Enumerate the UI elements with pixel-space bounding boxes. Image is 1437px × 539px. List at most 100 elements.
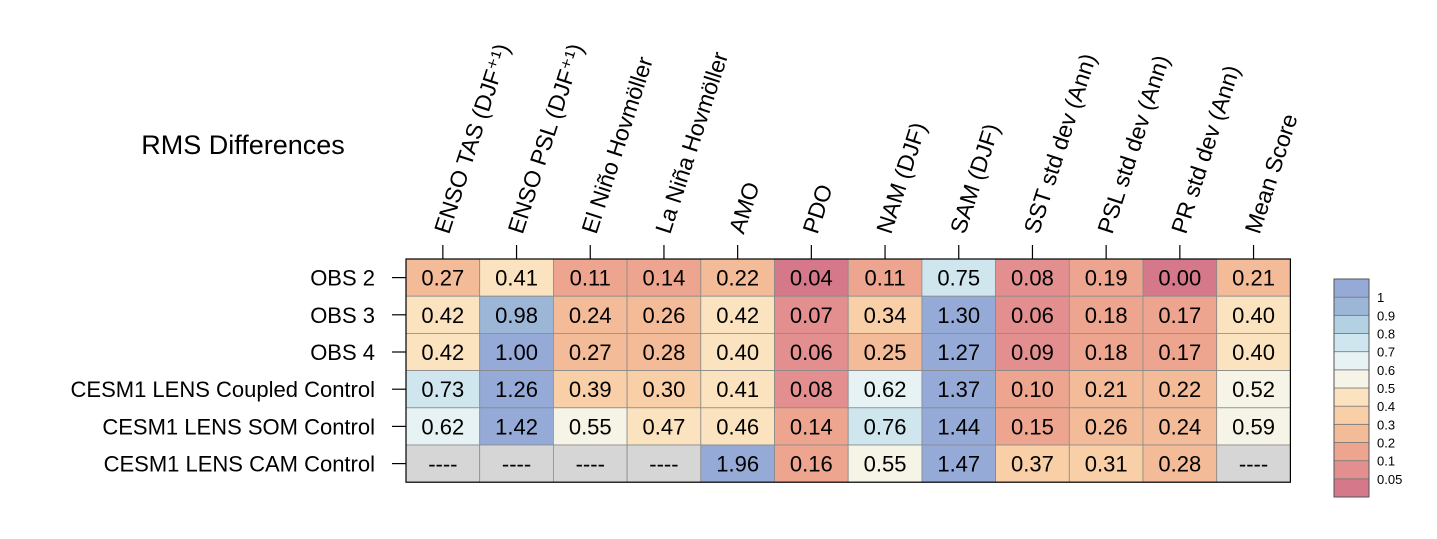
colorbar-bin bbox=[1333, 369, 1370, 389]
colorbar-bin bbox=[1333, 478, 1370, 498]
cell-value-label: 0.40 bbox=[1232, 340, 1275, 365]
cell-value-label: 0.41 bbox=[495, 266, 538, 291]
cell-value-label: 0.47 bbox=[643, 414, 686, 439]
heatmap-cell bbox=[995, 444, 1070, 483]
heatmap-cell bbox=[553, 370, 628, 409]
cell-value-label: 0.19 bbox=[1085, 266, 1128, 291]
colorbar-tick-label: 0.1 bbox=[1377, 454, 1395, 469]
heatmap-cell bbox=[995, 407, 1070, 446]
row-label: CESM1 LENS SOM Control bbox=[102, 414, 375, 439]
heatmap-cell bbox=[774, 258, 849, 297]
colorbar-bin bbox=[1333, 351, 1370, 371]
column-label: ENSO PSL (DJF⁺¹) bbox=[503, 40, 589, 236]
heatmap-cell bbox=[479, 444, 554, 483]
cell-value-label: 0.40 bbox=[716, 340, 759, 365]
cell-value-label: 0.98 bbox=[495, 303, 538, 328]
cell-value-label: 1.30 bbox=[937, 303, 980, 328]
cell-value-label: 0.08 bbox=[1011, 266, 1054, 291]
cell-value-label: 0.76 bbox=[864, 414, 907, 439]
heatmap-cell bbox=[1142, 370, 1218, 409]
cell-value-label: 0.09 bbox=[1011, 340, 1054, 365]
column-label: AMO bbox=[724, 179, 765, 237]
heatmap-cell bbox=[1068, 258, 1144, 297]
colorbar-bin bbox=[1333, 314, 1370, 334]
colorbar-tick-label: 0.8 bbox=[1377, 327, 1395, 342]
heatmap-cell bbox=[479, 370, 554, 409]
heatmap-cell bbox=[626, 444, 702, 483]
column-label: PSL std dev (Ann) bbox=[1092, 52, 1174, 237]
cell-value-label: 0.21 bbox=[1232, 266, 1275, 291]
heatmap-cell bbox=[553, 295, 628, 334]
cell-value-label: 0.11 bbox=[864, 266, 905, 291]
cell-value-label: 1.27 bbox=[937, 340, 980, 365]
heatmap-cell bbox=[1216, 295, 1291, 334]
column-label: NAM (DJF) bbox=[871, 119, 931, 236]
cell-value-label: 1.26 bbox=[495, 377, 538, 402]
colorbar-border bbox=[1333, 278, 1370, 498]
colorbar-tick-label: 0.7 bbox=[1377, 345, 1395, 360]
colorbar-bin bbox=[1333, 296, 1370, 316]
cell-value-label: 0.40 bbox=[1232, 303, 1275, 328]
heatmap-cell bbox=[553, 332, 628, 371]
heatmap-cell bbox=[1216, 258, 1291, 297]
heatmap-cell bbox=[995, 370, 1070, 409]
colorbar-tick-label: 0.6 bbox=[1377, 363, 1395, 378]
heatmap-cell bbox=[1216, 332, 1291, 371]
row-labels: OBS 2 OBS 3 OBS 4 CESM1 LENS Coupled Contro… bbox=[71, 266, 406, 477]
colorbar-tick-label: 1 bbox=[1377, 290, 1384, 305]
column-label: PDO bbox=[797, 181, 837, 236]
chart-title: RMS Differences bbox=[141, 130, 345, 160]
colorbar-bin bbox=[1333, 460, 1370, 480]
heatmap-cell bbox=[847, 332, 923, 371]
colorbar-bin bbox=[1333, 333, 1370, 353]
heatmap-cell bbox=[774, 295, 849, 334]
heatmap-cell bbox=[1142, 332, 1218, 371]
cell-value-label: ---- bbox=[428, 452, 457, 477]
cell-value-label: 0.39 bbox=[569, 377, 612, 402]
heatmap-cell bbox=[626, 258, 702, 297]
cell-value-label: 0.55 bbox=[864, 452, 907, 477]
column-label: La Niña Hovmöller bbox=[650, 48, 733, 236]
row-label: OBS 4 bbox=[310, 340, 375, 365]
cell-value-label: 0.06 bbox=[790, 340, 833, 365]
heatmap-cell bbox=[626, 407, 702, 446]
colorbar-tick-label: 0.5 bbox=[1377, 381, 1395, 396]
colorbar-tick-label: 0.4 bbox=[1377, 399, 1395, 414]
heatmap-cell bbox=[1216, 407, 1291, 446]
colorbar-legend: 0.05 0.1 0.2 0.3 0.4 0.5 0.6 0.7 0.8 0.9 1 bbox=[1333, 278, 1402, 498]
cell-value-label: 0.75 bbox=[937, 266, 980, 291]
heatmap-cell bbox=[700, 370, 775, 409]
cell-value-label: 0.17 bbox=[1158, 340, 1201, 365]
row-label: OBS 2 bbox=[310, 266, 375, 291]
cell-value-label: 0.16 bbox=[790, 452, 833, 477]
cell-value-label: 0.26 bbox=[643, 303, 686, 328]
cell-value-label: 0.10 bbox=[1011, 377, 1054, 402]
column-label: SAM (DJF) bbox=[945, 120, 1005, 236]
cell-value-label: 0.62 bbox=[864, 377, 907, 402]
heatmap-cell bbox=[921, 332, 997, 371]
colorbar-tick-label: 0.3 bbox=[1377, 417, 1395, 432]
heatmap-cell bbox=[405, 407, 481, 446]
cell-value-label: 0.55 bbox=[569, 414, 612, 439]
cell-value-label: ---- bbox=[576, 452, 605, 477]
cell-value-label: 0.62 bbox=[421, 414, 464, 439]
heatmap-cell bbox=[921, 370, 997, 409]
colorbar-bin bbox=[1333, 423, 1370, 443]
cell-value-label: 1.37 bbox=[937, 377, 980, 402]
cell-value-label: 0.17 bbox=[1158, 303, 1201, 328]
cell-value-label: 0.22 bbox=[1158, 377, 1201, 402]
heatmap-cell bbox=[1068, 444, 1144, 483]
cell-value-label: 0.34 bbox=[864, 303, 907, 328]
row-label: CESM1 LENS Coupled Control bbox=[71, 377, 375, 402]
colorbar-bin bbox=[1333, 387, 1370, 407]
heatmap-cell bbox=[553, 444, 628, 483]
cell-value-label: 0.08 bbox=[790, 377, 833, 402]
heatmap-cell bbox=[626, 370, 702, 409]
heatmap-cell bbox=[1068, 370, 1144, 409]
cell-value-label: 0.42 bbox=[716, 303, 759, 328]
heatmap-cell bbox=[921, 444, 997, 483]
cell-value-label: 0.59 bbox=[1232, 414, 1275, 439]
cell-value-label: 0.18 bbox=[1085, 303, 1128, 328]
cell-value-label: 0.26 bbox=[1085, 414, 1128, 439]
